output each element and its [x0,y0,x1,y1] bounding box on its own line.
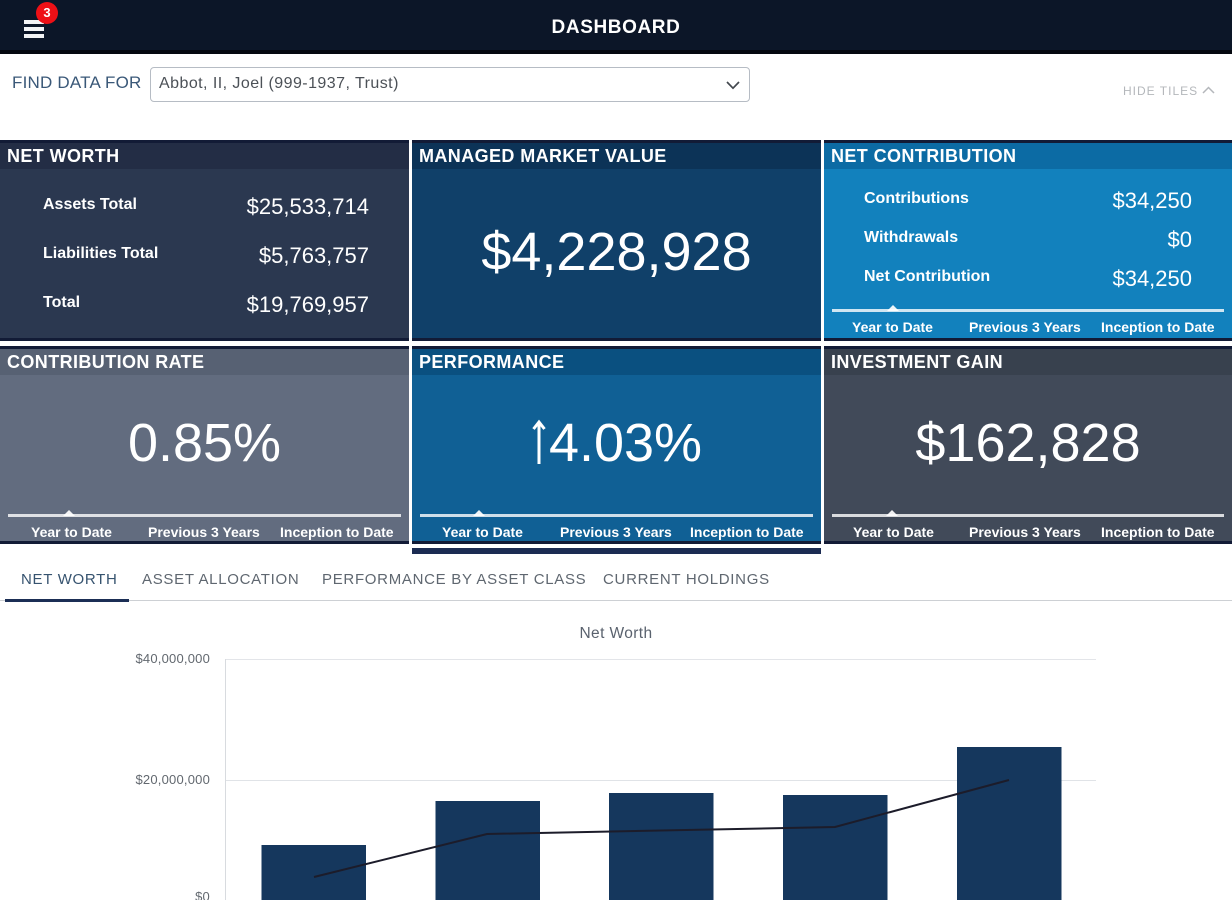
svg-text:$20,000,000: $20,000,000 [136,772,211,787]
svg-text:$0: $0 [195,889,210,900]
svg-text:$40,000,000: $40,000,000 [136,651,211,666]
svg-text:Net Worth: Net Worth [579,625,652,642]
